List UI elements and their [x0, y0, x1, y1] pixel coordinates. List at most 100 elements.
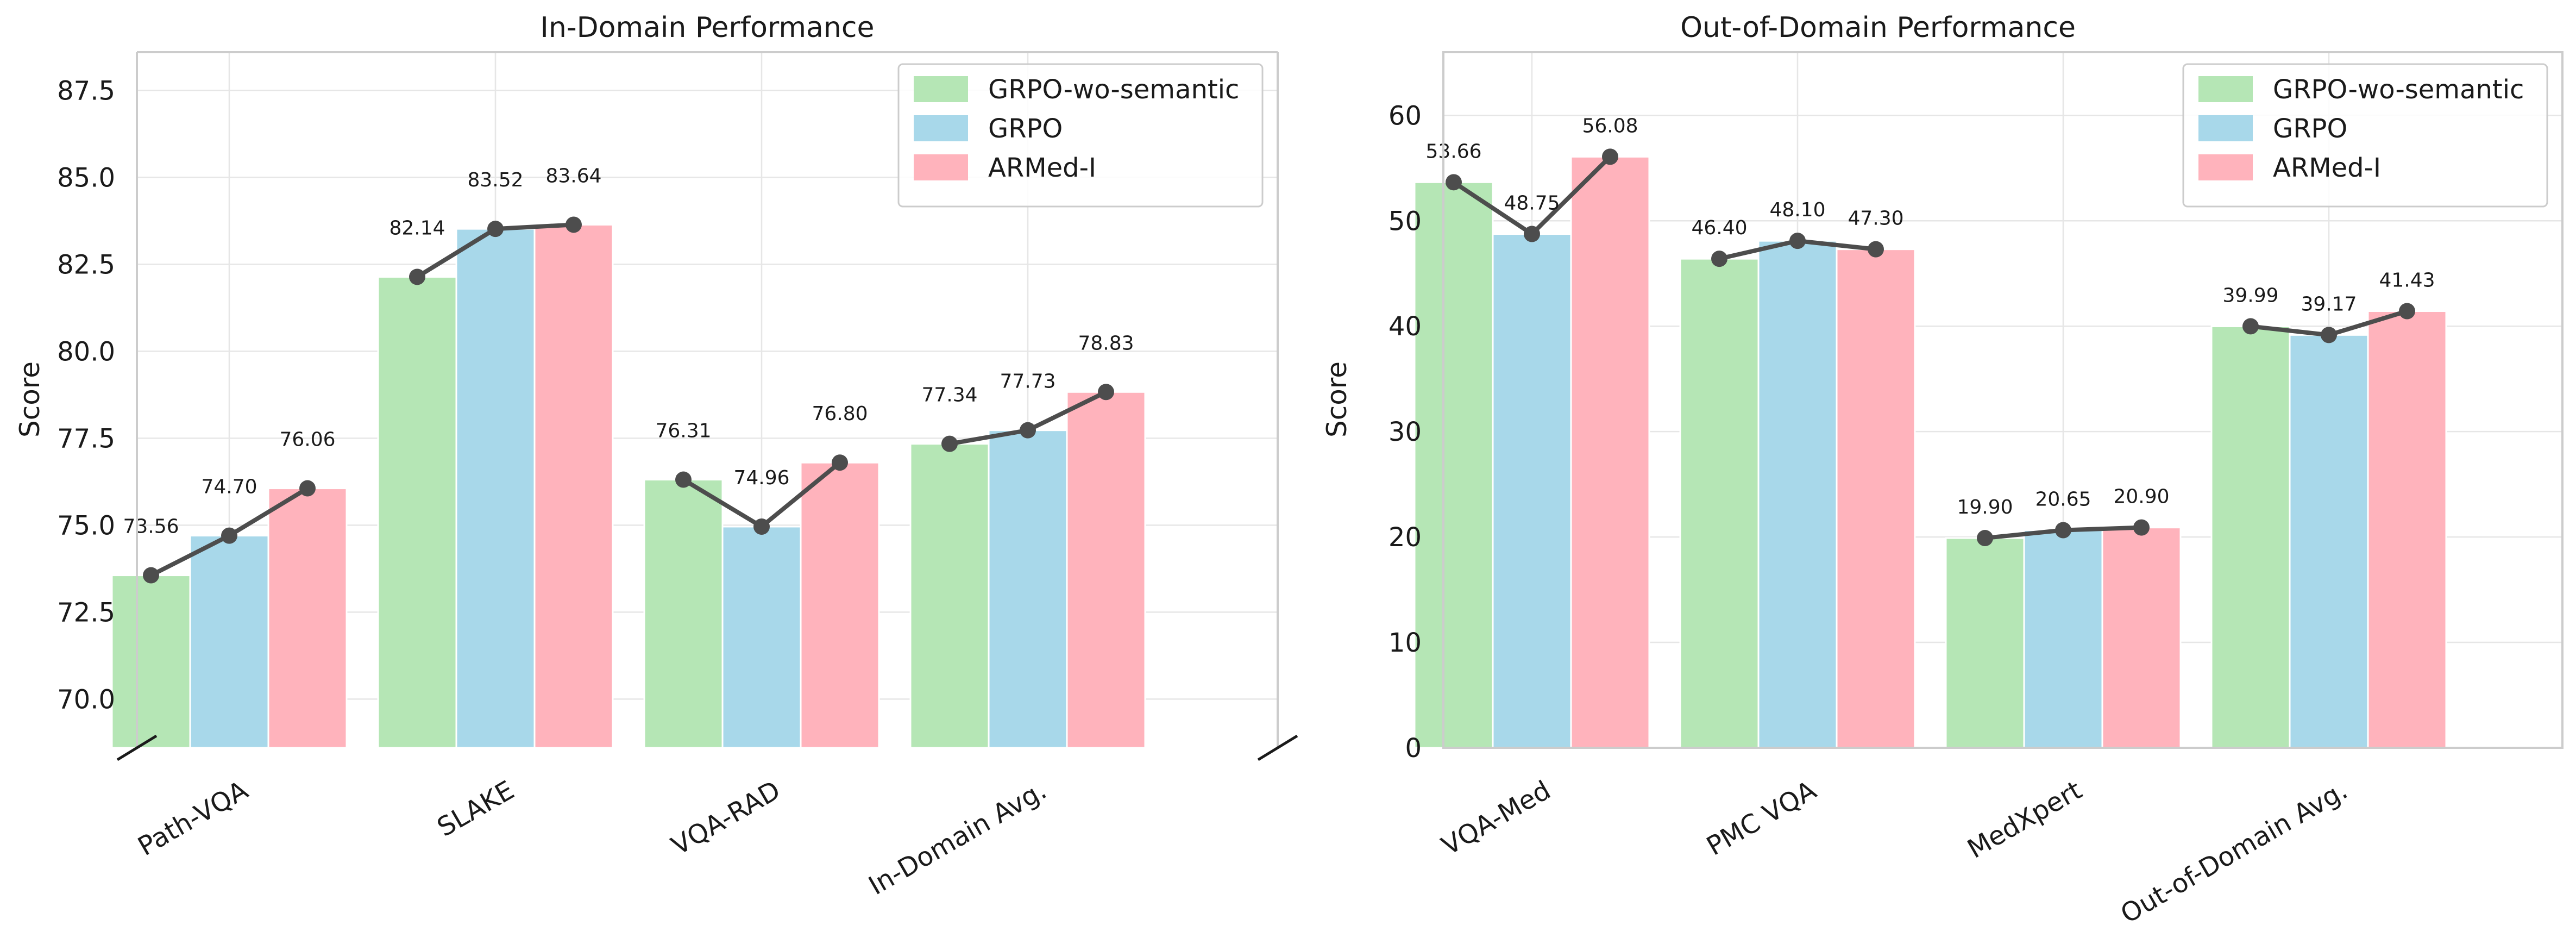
in-domain-value-label: 74.70: [201, 476, 257, 498]
out-of-domain-value-label: 46.40: [1691, 217, 1747, 239]
in-domain-marker: [832, 454, 848, 471]
out-of-domain-bar-armed-i: [1836, 248, 1916, 749]
out-of-domain-bar-grpo: [2023, 529, 2103, 749]
in-domain-legend-swatch: [914, 76, 968, 102]
in-domain-value-label: 77.34: [921, 384, 977, 407]
y-tick-label: 77.5: [57, 423, 115, 454]
in-domain-bar-grpo-wo-semantic: [643, 479, 724, 749]
out-of-domain-bar-grpo-wo-semantic: [1413, 181, 1494, 749]
out-of-domain-marker: [1524, 226, 1540, 242]
out-of-domain-marker: [2133, 519, 2150, 536]
in-domain-marker: [941, 435, 958, 452]
out-of-domain-bar-grpo: [1757, 240, 1838, 749]
in-domain-bar-armed-i: [1066, 391, 1146, 749]
out-of-domain-value-label: 47.30: [1848, 208, 1903, 230]
out-of-domain-x-tick-label: VQA-Med: [1436, 775, 1556, 861]
in-domain-marker: [221, 527, 237, 544]
in-domain-legend: [897, 63, 1264, 208]
out-of-domain-marker: [2321, 327, 2337, 343]
out-of-domain-legend-label: ARMed-I: [2273, 153, 2381, 183]
out-of-domain-bar-armed-i: [2101, 527, 2182, 749]
in-domain-x-tick-label: In-Domain Avg.: [864, 775, 1052, 901]
in-domain-marker: [753, 518, 770, 535]
out-of-domain-ylabel: Score: [1321, 361, 1353, 437]
in-domain-legend-swatch: [914, 154, 968, 180]
axis-break-mark: [116, 734, 158, 761]
out-of-domain-bar-armed-i: [2367, 310, 2447, 749]
out-of-domain-bar-armed-i: [1570, 155, 1650, 749]
out-of-domain-legend-swatch: [2198, 154, 2253, 180]
y-tick-label: 72.5: [57, 597, 115, 628]
out-of-domain-marker: [1868, 241, 1884, 258]
in-domain-marker: [487, 221, 504, 237]
in-domain-value-label: 82.14: [389, 217, 445, 239]
in-domain-marker: [675, 471, 692, 488]
out-of-domain-bar-grpo: [1492, 233, 1572, 749]
in-domain-value-label: 83.64: [545, 165, 601, 187]
in-domain-value-label: 78.83: [1078, 332, 1134, 354]
in-domain-marker: [566, 216, 582, 233]
out-of-domain-title: Out-of-Domain Performance: [1680, 11, 2076, 44]
in-domain-marker: [409, 268, 425, 285]
in-domain-bar-armed-i: [533, 223, 614, 749]
in-domain-value-label: 76.31: [655, 420, 711, 442]
out-of-domain-value-label: 20.65: [2035, 489, 2091, 511]
in-domain-x-tick-label: VQA-RAD: [667, 775, 786, 861]
in-domain-bar-grpo: [721, 526, 802, 749]
in-domain-bar-grpo-wo-semantic: [377, 276, 457, 749]
in-domain-bar-armed-i: [800, 461, 880, 749]
out-of-domain-value-label: 20.90: [2113, 486, 2169, 508]
in-domain-legend-label: GRPO-wo-semantic: [988, 74, 1239, 105]
in-domain-value-label: 76.06: [279, 429, 335, 451]
out-of-domain-x-tick-label: PMC VQA: [1701, 775, 1821, 862]
in-domain-legend-label: GRPO: [988, 114, 1063, 144]
in-domain-marker: [1020, 422, 1036, 439]
out-of-domain-marker: [1789, 233, 1806, 249]
axes-frame: [1442, 51, 2564, 749]
in-domain-marker: [143, 567, 159, 584]
y-tick-label: 85.0: [57, 162, 115, 193]
out-of-domain-bar-grpo-wo-semantic: [1945, 537, 2025, 749]
y-tick-label: 10: [1388, 628, 1422, 658]
out-of-domain-x-tick-label: MedXpert: [1962, 775, 2087, 865]
y-tick-label: 0: [1405, 733, 1422, 764]
in-domain-value-label: 73.56: [123, 516, 179, 538]
out-of-domain-marker: [1602, 148, 1618, 165]
y-tick-label: 40: [1388, 311, 1422, 342]
y-tick-label: 70.0: [57, 684, 115, 715]
out-of-domain-value-label: 53.66: [1425, 140, 1481, 162]
out-of-domain-legend-swatch: [2198, 115, 2253, 141]
out-of-domain-bar-grpo: [2289, 334, 2369, 749]
out-of-domain-value-label: 41.43: [2379, 270, 2435, 292]
y-tick-label: 82.5: [57, 249, 115, 280]
in-domain-title: In-Domain Performance: [541, 11, 875, 44]
out-of-domain-legend-swatch: [2198, 76, 2253, 102]
out-of-domain-marker: [1446, 174, 1462, 191]
out-of-domain-value-label: 48.10: [1769, 199, 1825, 221]
out-of-domain-value-label: 39.17: [2301, 293, 2357, 315]
out-of-domain-bar-grpo-wo-semantic: [1679, 258, 1760, 749]
out-of-domain-value-label: 48.75: [1504, 192, 1560, 215]
out-of-domain-x-tick-label: Out-of-Domain Avg.: [2115, 775, 2353, 929]
out-of-domain-marker: [2242, 318, 2259, 335]
out-of-domain-marker: [2399, 303, 2415, 320]
in-domain-marker: [299, 480, 316, 497]
y-tick-label: 20: [1388, 522, 1422, 553]
in-domain-value-label: 76.80: [812, 403, 868, 425]
out-of-domain-marker: [1977, 530, 1993, 547]
in-domain-legend-swatch: [914, 115, 968, 141]
out-of-domain-value-label: 56.08: [1582, 115, 1638, 137]
in-domain-x-tick-label: SLAKE: [432, 775, 519, 843]
out-of-domain-value-label: 19.90: [1957, 496, 2013, 518]
y-tick-label: 60: [1388, 101, 1422, 131]
y-tick-label: 80.0: [57, 336, 115, 367]
out-of-domain-legend-label: GRPO: [2273, 114, 2347, 144]
out-of-domain-legend-label: GRPO-wo-semantic: [2273, 74, 2524, 105]
in-domain-bar-grpo: [189, 535, 269, 749]
in-domain-x-tick-label: Path-VQA: [133, 775, 254, 862]
y-tick-label: 87.5: [57, 76, 115, 106]
in-domain-bar-armed-i: [267, 487, 348, 749]
in-domain-legend-label: ARMed-I: [988, 153, 1096, 183]
y-tick-label: 50: [1388, 206, 1422, 236]
